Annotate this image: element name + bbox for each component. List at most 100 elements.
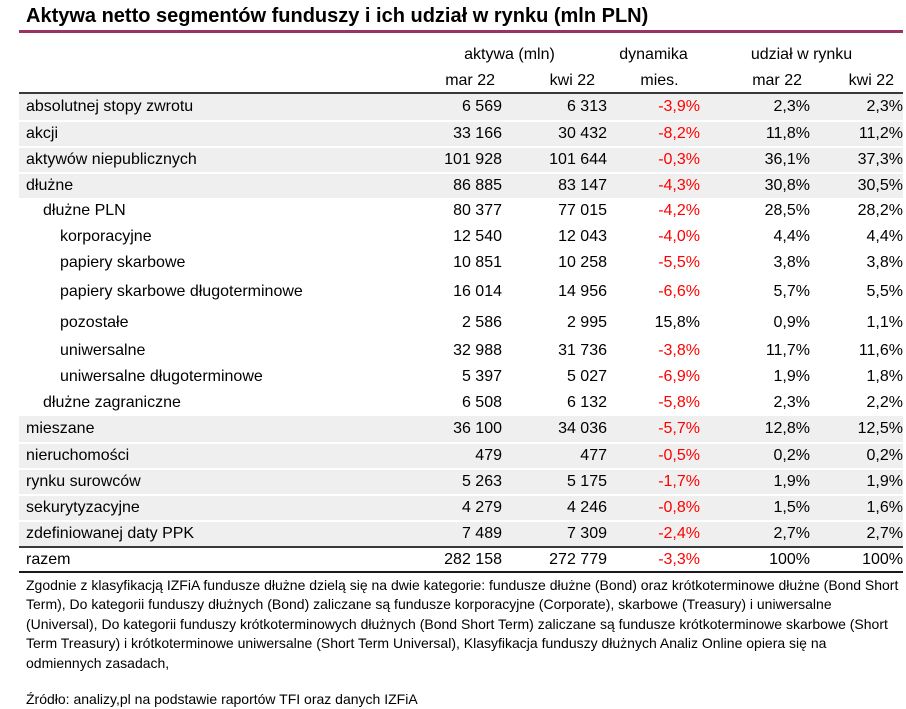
cell-udzial-kwi: 0,2% xyxy=(866,447,903,464)
cell-dynamika: -3,9% xyxy=(658,98,700,115)
cell-udzial-kwi: 2,7% xyxy=(866,525,903,542)
cell-udzial-kwi: 37,3% xyxy=(857,151,903,168)
row-dluzne: dłużne 86 885 83 147 -4,3% 30,8% 30,5% xyxy=(19,172,903,198)
cell-udzial-mar: 5,7% xyxy=(773,282,810,300)
header-aktywa-kwi22: kwi 22 xyxy=(549,72,595,89)
cell-udzial-kwi: 12,5% xyxy=(857,420,903,437)
cell-udzial-mar: 1,9% xyxy=(773,368,810,385)
title-divider xyxy=(19,30,903,33)
row-papiery-skarbowe-dlugoterminowe: papiery skarbowe długoterminowe 16 014 1… xyxy=(19,276,903,307)
row-dluzne-pln: dłużne PLN 80 377 77 015 -4,2% 28,5% 28,… xyxy=(19,198,903,224)
row-absolutnej-stopy-zwrotu: absolutnej stopy zwrotu 6 569 6 313 -3,9… xyxy=(19,94,903,120)
cell-udzial-kwi: 1,8% xyxy=(866,368,903,385)
cell-label: uniwersalne długoterminowe xyxy=(60,368,263,385)
cell-label: aktywów niepublicznych xyxy=(26,151,197,168)
cell-aktywa-mar: 36 100 xyxy=(453,420,502,437)
cell-aktywa-mar: 16 014 xyxy=(453,282,502,300)
cell-udzial-kwi: 4,4% xyxy=(866,228,903,245)
cell-aktywa-kwi: 477 xyxy=(580,447,607,464)
header-group-udzial: udział w rynku xyxy=(750,46,853,63)
row-nieruchomosci: nieruchomości 479 477 -0,5% 0,2% 0,2% xyxy=(19,442,903,468)
cell-udzial-kwi: 11,2% xyxy=(858,125,903,142)
row-dluzne-zagraniczne: dłużne zagraniczne 6 508 6 132 -5,8% 2,3… xyxy=(19,390,903,416)
cell-udzial-mar: 3,8% xyxy=(773,254,810,271)
cell-label: papiery skarbowe długoterminowe xyxy=(60,282,303,300)
cell-udzial-kwi: 3,8% xyxy=(866,254,903,271)
funds-table: aktywa (mln) dynamika udział w rynku mar… xyxy=(19,33,903,573)
cell-udzial-mar: 1,5% xyxy=(773,499,810,516)
cell-dynamika: -0,5% xyxy=(658,447,700,464)
cell-udzial-kwi: 5,5% xyxy=(866,282,903,300)
cell-dynamika: -5,8% xyxy=(658,394,700,411)
cell-udzial-kwi: 1,9% xyxy=(866,473,903,490)
cell-udzial-kwi: 11,6% xyxy=(858,342,903,359)
cell-aktywa-mar: 32 988 xyxy=(453,342,502,359)
cell-label: korporacyjne xyxy=(60,228,152,245)
cell-aktywa-kwi: 2 995 xyxy=(566,313,607,331)
cell-aktywa-kwi: 7 309 xyxy=(566,525,607,542)
cell-aktywa-kwi: 5 175 xyxy=(566,473,607,490)
header-udzial-mar22: mar 22 xyxy=(752,72,802,89)
cell-udzial-mar: 100% xyxy=(769,550,810,568)
cell-dynamika: -5,5% xyxy=(658,254,700,271)
row-korporacyjne: korporacyjne 12 540 12 043 -4,0% 4,4% 4,… xyxy=(19,224,903,250)
cell-aktywa-mar: 4 279 xyxy=(461,499,502,516)
cell-dynamika: -4,0% xyxy=(658,228,700,245)
cell-dynamika: 15,8% xyxy=(654,313,700,331)
cell-udzial-mar: 11,8% xyxy=(765,125,810,142)
cell-aktywa-kwi: 30 432 xyxy=(558,125,607,142)
header-aktywa-mar22: mar 22 xyxy=(445,72,495,89)
table-header-columns: mar 22 kwi 22 mies. mar 22 kwi 22 xyxy=(19,66,903,92)
row-rynku-surowcow: rynku surowców 5 263 5 175 -1,7% 1,9% 1,… xyxy=(19,468,903,494)
cell-udzial-mar: 11,7% xyxy=(765,342,810,359)
cell-label: absolutnej stopy zwrotu xyxy=(26,98,194,115)
row-razem: razem 282 158 272 779 -3,3% 100% 100% xyxy=(19,546,903,573)
cell-label: zdefiniowanej daty PPK xyxy=(26,525,195,542)
cell-udzial-mar: 4,4% xyxy=(773,228,810,245)
cell-label: dłużne PLN xyxy=(43,202,126,219)
cell-aktywa-kwi: 83 147 xyxy=(558,177,607,194)
cell-dynamika: -6,6% xyxy=(658,282,700,300)
cell-aktywa-mar: 5 263 xyxy=(461,473,502,490)
cell-udzial-mar: 2,7% xyxy=(773,525,810,542)
cell-label: dłużne xyxy=(26,177,74,194)
cell-aktywa-mar: 2 586 xyxy=(461,313,502,331)
cell-dynamika: -3,8% xyxy=(658,342,700,359)
cell-udzial-kwi: 100% xyxy=(862,550,903,568)
cell-label: dłużne zagraniczne xyxy=(43,394,181,411)
header-group-aktywa: aktywa (mln) xyxy=(464,46,555,63)
cell-dynamika: -1,7% xyxy=(658,473,700,490)
cell-udzial-kwi: 1,6% xyxy=(866,499,903,516)
cell-label: sekurytyzacyjne xyxy=(26,499,140,516)
cell-aktywa-mar: 5 397 xyxy=(461,368,502,385)
cell-aktywa-kwi: 101 644 xyxy=(549,151,607,168)
cell-udzial-kwi: 2,3% xyxy=(866,98,903,115)
cell-dynamika: -5,7% xyxy=(658,420,700,437)
row-sekurytyzacyjne: sekurytyzacyjne 4 279 4 246 -0,8% 1,5% 1… xyxy=(19,494,903,520)
cell-label: pozostałe xyxy=(60,313,129,331)
cell-label: nieruchomości xyxy=(26,447,130,464)
cell-dynamika: -6,9% xyxy=(658,368,700,385)
cell-udzial-mar: 36,1% xyxy=(764,151,810,168)
header-group-dynamika: dynamika xyxy=(619,46,688,63)
cell-aktywa-kwi: 5 027 xyxy=(566,368,607,385)
row-akcji: akcji 33 166 30 432 -8,2% 11,8% 11,2% xyxy=(19,120,903,146)
cell-udzial-mar: 2,3% xyxy=(773,394,810,411)
cell-aktywa-kwi: 6 313 xyxy=(566,98,607,115)
cell-aktywa-mar: 101 928 xyxy=(444,151,502,168)
cell-dynamika: -0,8% xyxy=(658,499,700,516)
cell-aktywa-kwi: 272 779 xyxy=(549,550,607,568)
cell-aktywa-kwi: 12 043 xyxy=(558,228,607,245)
cell-udzial-mar: 28,5% xyxy=(764,202,810,219)
cell-dynamika: -0,3% xyxy=(658,151,700,168)
cell-dynamika: -2,4% xyxy=(658,525,700,542)
cell-dynamika: -8,2% xyxy=(658,125,700,142)
cell-label: razem xyxy=(26,550,71,568)
cell-aktywa-mar: 86 885 xyxy=(453,177,502,194)
cell-label: rynku surowców xyxy=(26,473,141,490)
cell-aktywa-kwi: 4 246 xyxy=(566,499,607,516)
row-zdefiniowanej-daty-ppk: zdefiniowanej daty PPK 7 489 7 309 -2,4%… xyxy=(19,520,903,546)
cell-udzial-mar: 0,9% xyxy=(773,313,810,331)
cell-udzial-mar: 12,8% xyxy=(764,420,810,437)
cell-label: uniwersalne xyxy=(60,342,146,359)
